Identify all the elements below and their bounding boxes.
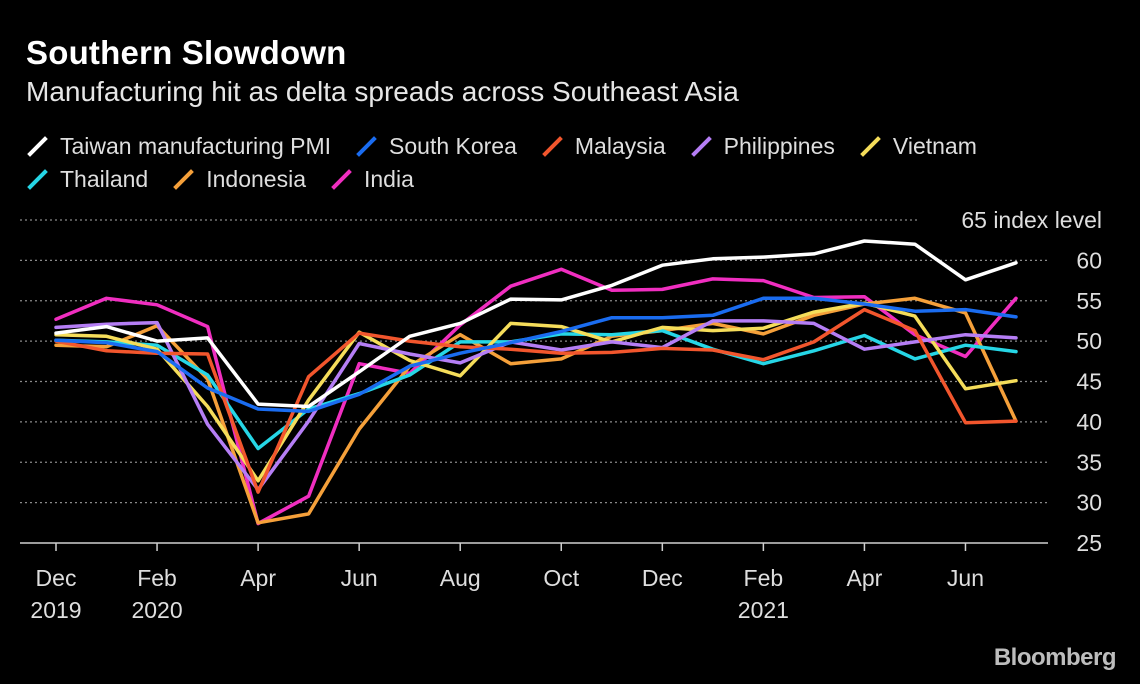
tick-labels: 25 30 35 40 45 50 55 60 65 index level Dec 2019 Feb… (30, 207, 1102, 623)
x-tick-label: Dec (36, 565, 77, 591)
legend-label-taiwan: Taiwan manufacturing PMI (60, 133, 332, 159)
series-lines (54, 239, 1018, 526)
series-line-south-korea (54, 296, 1018, 414)
chart-title: Southern Slowdown (26, 34, 347, 71)
legend-item-taiwan: Taiwan manufacturing PMI (24, 133, 331, 161)
legend-item-malaysia: Malaysia (539, 133, 666, 161)
x-tick-year-label: 2019 (30, 597, 81, 623)
x-tick-label: Oct (543, 565, 579, 591)
legend-swatch-icon (860, 135, 881, 157)
x-tick-label: Aug (440, 565, 481, 591)
legend-item-philippines: Philippines (688, 133, 835, 161)
legend-swatch-icon (690, 135, 712, 157)
legend-row-1: Taiwan manufacturing PMI South Korea Mal… (24, 130, 1114, 163)
legend-item-south-korea: South Korea (353, 133, 517, 161)
bloomberg-logo: Bloomberg (993, 644, 1117, 671)
y-tick-label: 40 (1076, 409, 1102, 435)
legend-label-indonesia: Indonesia (206, 166, 306, 192)
x-tick-year-label: 2020 (131, 597, 182, 623)
legend-label-malaysia: Malaysia (574, 133, 666, 159)
x-tick-label: Feb (137, 565, 177, 591)
legend-swatch-icon (27, 135, 48, 157)
legend-swatch-icon (542, 135, 563, 157)
series-line-vietnam (54, 301, 1018, 483)
x-tick-year-label: 2021 (738, 597, 789, 623)
series-line-malaysia (54, 307, 1018, 494)
y-tick-label: 60 (1076, 247, 1102, 273)
x-tick-label: Jun (947, 565, 984, 591)
y-tick-label: 45 (1076, 369, 1102, 395)
series-line-india (54, 267, 1018, 526)
x-tick-label: Jun (341, 565, 378, 591)
axes (20, 542, 1048, 551)
legend-swatch-icon (27, 168, 48, 190)
y-tick-label: 35 (1076, 449, 1102, 475)
legend-item-vietnam: Vietnam (857, 133, 977, 161)
legend-swatch-icon (356, 135, 377, 157)
legend-item-india: India (328, 166, 414, 194)
legend-label-philippines: Philippines (723, 133, 835, 159)
legend-item-indonesia: Indonesia (170, 166, 306, 194)
legend-label-india: India (363, 166, 414, 192)
legend: Taiwan manufacturing PMI South Korea Mal… (24, 130, 1114, 196)
y-tick-label: 55 (1076, 288, 1102, 314)
x-tick-label: Feb (744, 565, 784, 591)
legend-label-south-korea: South Korea (389, 133, 517, 159)
y-tick-label: 30 (1076, 490, 1102, 516)
series-line-taiwan-manufacturing-pmi (54, 239, 1018, 409)
legend-label-vietnam: Vietnam (892, 133, 977, 159)
legend-item-thailand: Thailand (24, 166, 148, 194)
legend-row-2: Thailand Indonesia India (24, 163, 1114, 196)
y-tick-label: 65 index level (961, 207, 1102, 233)
x-tick-label: Apr (240, 565, 276, 591)
legend-label-thailand: Thailand (60, 166, 149, 192)
x-tick-label: Dec (642, 565, 683, 591)
x-tick-label: Apr (847, 565, 883, 591)
y-tick-label: 25 (1076, 530, 1102, 556)
y-tick-label: 50 (1076, 328, 1102, 354)
legend-swatch-icon (331, 168, 352, 190)
chart-subtitle: Manufacturing hit as delta spreads acros… (26, 76, 739, 107)
series-line-philippines (54, 319, 1018, 492)
legend-swatch-icon (173, 168, 195, 190)
